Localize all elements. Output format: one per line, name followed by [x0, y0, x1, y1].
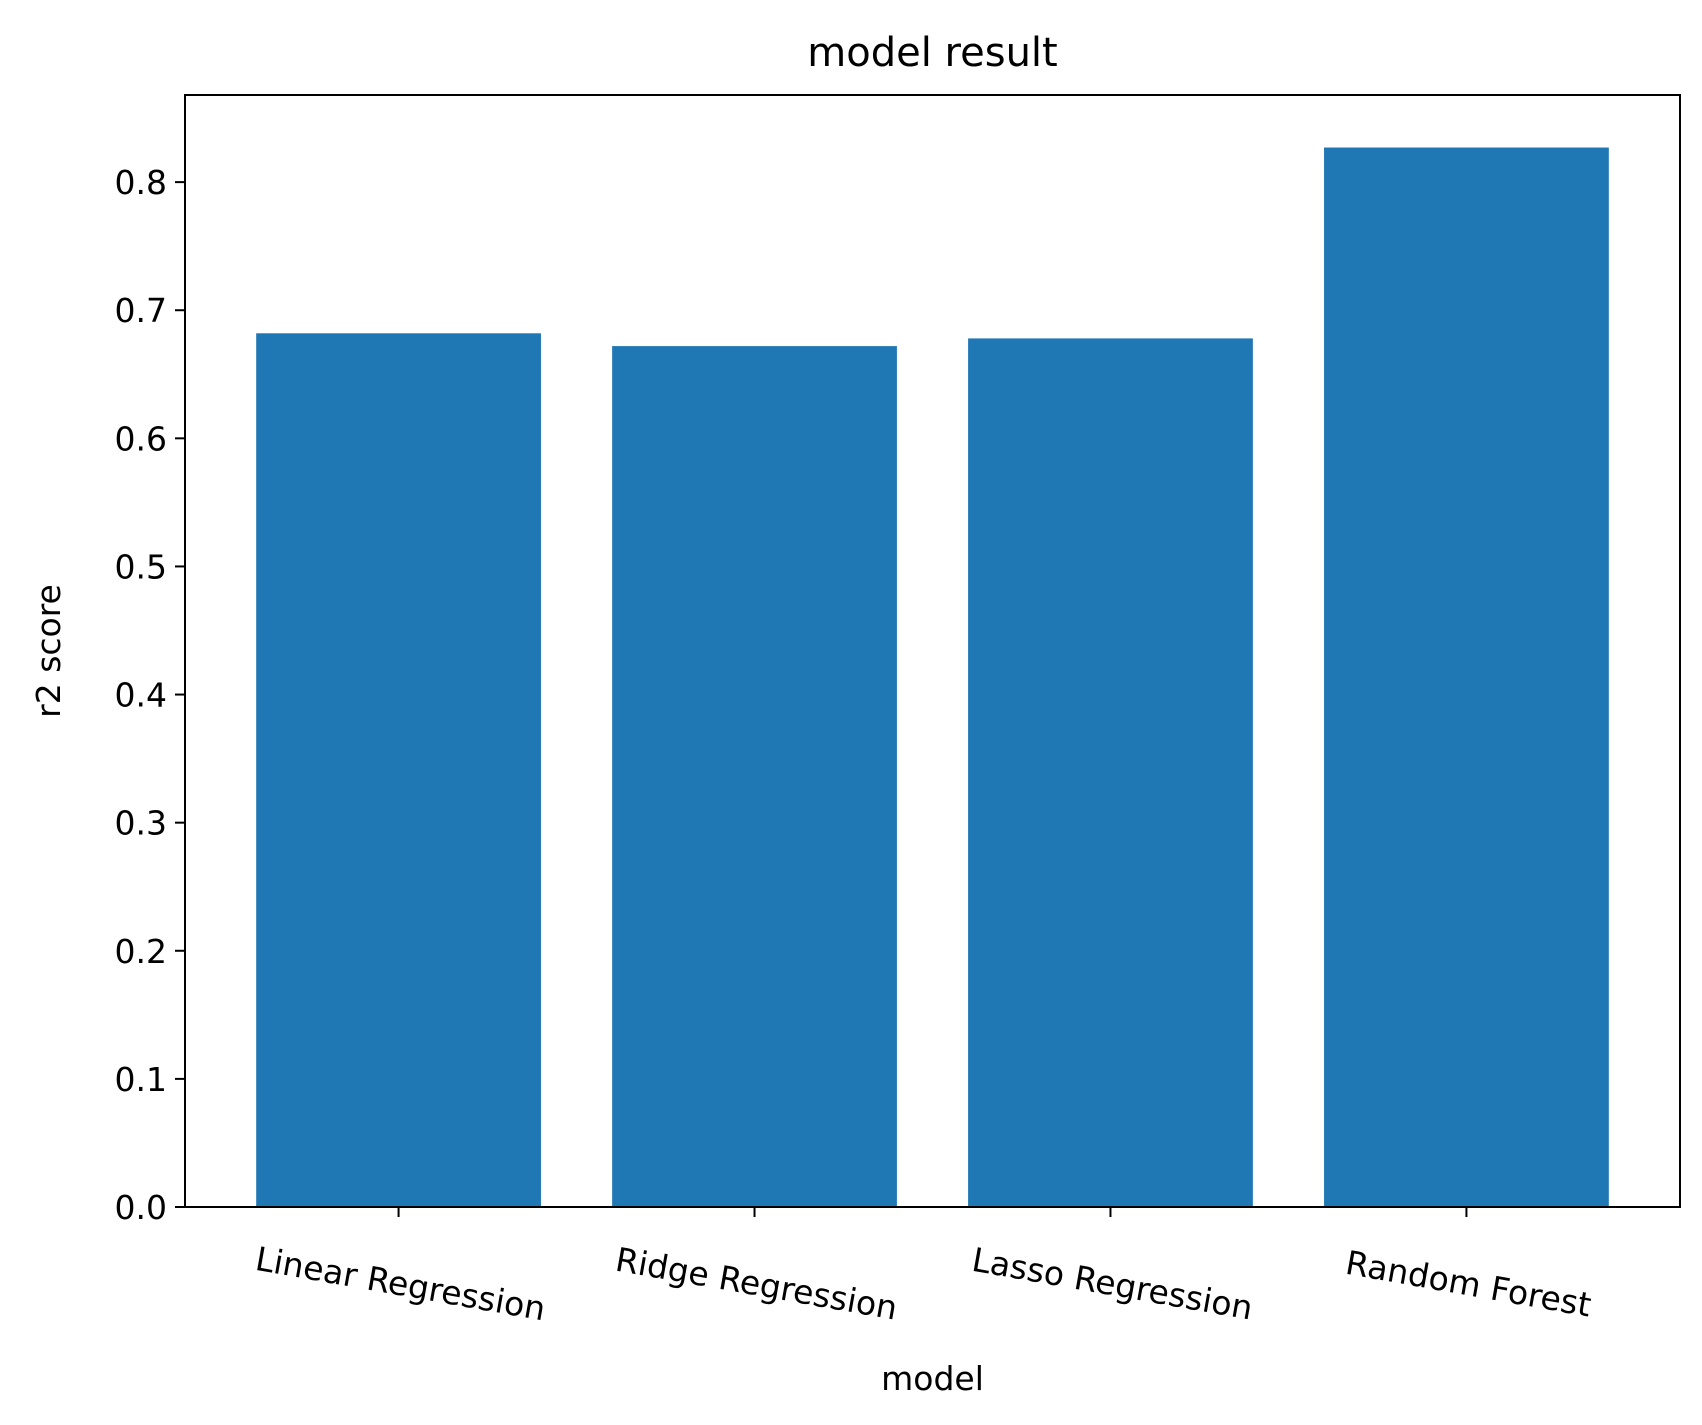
bar-linear-regression	[256, 333, 541, 1207]
chart-title: model result	[807, 30, 1057, 76]
y-tick-label: 0.0	[115, 1188, 167, 1227]
plot-frame	[184, 94, 1681, 1208]
y-tick-label: 0.6	[115, 419, 167, 458]
y-tick-label: 0.5	[115, 547, 167, 586]
y-tick-label: 0.7	[115, 291, 167, 330]
bar-random-forest	[1324, 147, 1609, 1207]
bars-layer	[256, 147, 1609, 1207]
y-tick-label: 0.4	[115, 676, 167, 715]
bar-lasso-regression	[968, 338, 1253, 1207]
bar-ridge-regression	[612, 346, 897, 1207]
y-tick-label: 0.1	[115, 1060, 167, 1099]
x-axis-label: model	[881, 1359, 984, 1398]
y-axis: 0.0 0.1 0.2 0.3 0.4 0.5 0.6 0.7 0.8	[115, 163, 185, 1227]
y-axis-label: r2 score	[29, 584, 68, 718]
y-tick-label: 0.3	[115, 804, 167, 843]
y-tick-label: 0.2	[115, 932, 167, 971]
y-tick-label: 0.8	[115, 163, 167, 202]
